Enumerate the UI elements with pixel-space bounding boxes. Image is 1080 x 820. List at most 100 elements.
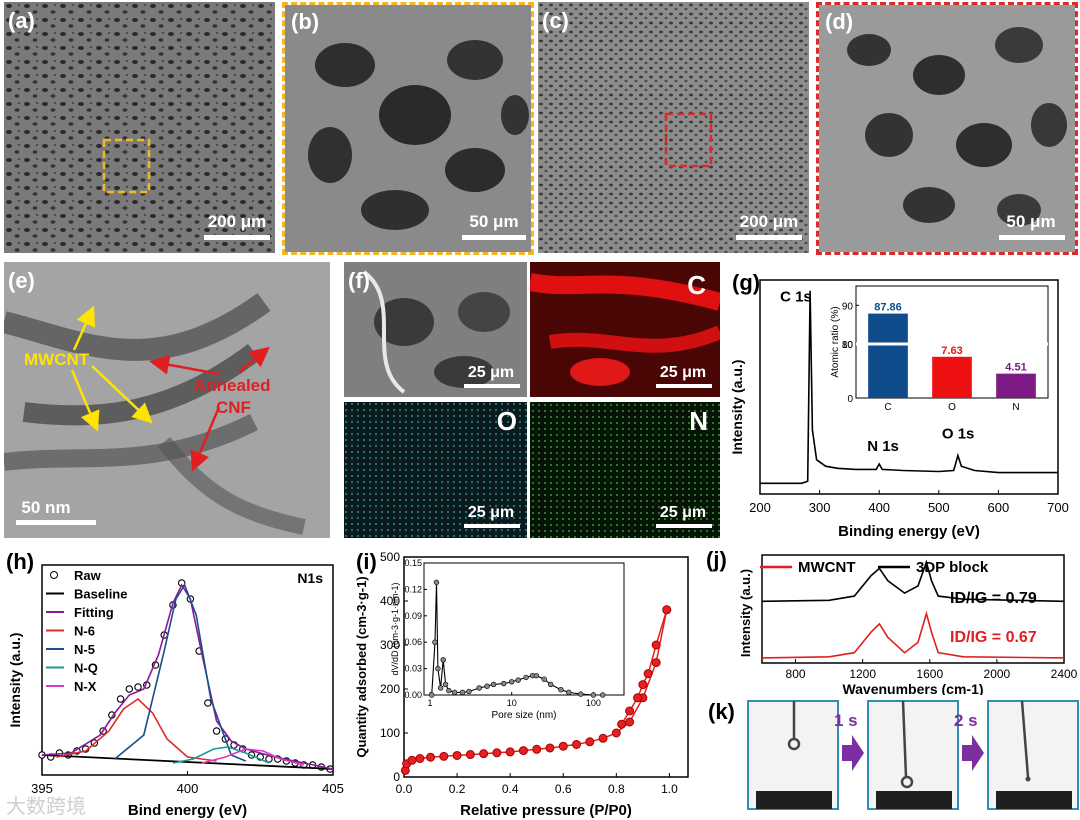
g-inset-category: O: [948, 402, 956, 413]
panel-d-label: (d): [825, 9, 854, 34]
panel-a-label: (a): [8, 8, 35, 33]
h-series-n-q: [172, 746, 270, 764]
h-legend-label: Raw: [74, 568, 102, 583]
watermark: 大数跨境: [6, 794, 86, 818]
i-point: [518, 746, 528, 756]
panel-a-image: [4, 2, 275, 253]
h-series-n-6: [56, 697, 217, 762]
i-inset-point: [533, 672, 539, 679]
panel-c-label: (c): [542, 8, 569, 33]
f-map-o-scale-text: 25 μm: [467, 504, 515, 521]
i-ytick-label: 100: [380, 726, 400, 740]
g-inset-ytick-label: 90: [842, 301, 854, 312]
i-point: [415, 754, 425, 764]
i-inset-point: [566, 689, 572, 696]
h-legend-label: Fitting: [74, 605, 114, 620]
panel-c-scalebar: [736, 235, 802, 240]
f-map-o: O 25 μm: [344, 402, 527, 538]
panel-e-scalebar: [16, 520, 96, 525]
i-inset-point: [476, 685, 482, 691]
g-xtick-label: 700: [1047, 500, 1069, 515]
i-inset-point: [459, 689, 466, 696]
panel-g-label: (g): [732, 270, 761, 295]
i-xlabel: Relative pressure (P/P0): [460, 802, 632, 819]
h-raw-point: [125, 685, 134, 693]
panel-i: (i) 0.0 0.2 0.4 0.6 0.8 1.0 0 100 200 300 400 500 Re…: [346, 545, 700, 820]
panel-i-label: (i): [356, 549, 377, 574]
h-legend-label: N-6: [74, 624, 95, 639]
h-title: N1s: [297, 570, 323, 586]
h-xtick-label: 400: [177, 781, 199, 796]
i-inset-point: [440, 657, 446, 663]
i-point: [558, 741, 568, 751]
panel-e-label: (e): [8, 268, 35, 293]
f-sem: (f) 25 μm: [344, 262, 527, 397]
j-annotation-mwcnt: ID/IG = 0.67: [950, 629, 1037, 646]
panel-k-image: [747, 700, 1079, 810]
i-ytick-label: 500: [380, 550, 400, 564]
panel-d-image: [819, 5, 1075, 252]
g-inset-ylabel: Atomic ratio (%): [830, 306, 841, 377]
i-ytick-label: 0: [393, 770, 400, 784]
chart-i: 0.0 0.2 0.4 0.6 0.8 1.0 0 100 200 300 400 500 Relati…: [354, 550, 689, 819]
i-point: [505, 747, 515, 757]
panel-e-image: [4, 262, 330, 538]
h-legend-label: N-Q: [74, 661, 98, 676]
i-inset-point: [590, 692, 597, 698]
panel-c-image: [538, 2, 809, 253]
i-inset-point: [509, 679, 515, 685]
chart-j: 800 1200 1600 2000 2400 Wavenumbers (cm-1) Int…: [738, 554, 1078, 695]
f-map-o-label: O: [496, 406, 517, 436]
i-point: [545, 743, 555, 753]
i-point: [426, 752, 436, 762]
j-xtick-label: 2000: [984, 667, 1011, 681]
i-inset-point: [466, 688, 472, 695]
i-point: [625, 706, 635, 716]
i-inset-ytick-label: 0.06: [404, 637, 422, 647]
panel-d-scalebar: [999, 235, 1065, 240]
i-inset-point: [433, 579, 440, 586]
i-point: [479, 749, 489, 759]
annealed-annotation: Annealed: [194, 376, 271, 395]
g-xlabel: Binding energy (eV): [838, 523, 980, 540]
j-ylabel: Intensity (a.u.): [738, 569, 753, 657]
i-point: [439, 751, 449, 761]
i-ytick-label: 200: [380, 682, 400, 696]
g-peak-label: C 1s: [780, 288, 812, 305]
i-inset-point: [541, 676, 547, 682]
f-map-c-scalebar: [656, 384, 712, 388]
i-point: [611, 728, 621, 738]
panel-e: (e) MWCNT Annealed CNF 50 nm: [4, 262, 330, 538]
h-ylabel: Intensity (a.u.): [7, 633, 23, 728]
j-xtick-label: 800: [786, 667, 806, 681]
g-inset-bar: [868, 313, 908, 398]
h-raw-point: [134, 683, 142, 691]
g-xtick-label: 200: [749, 500, 771, 515]
f-map-n-label: N: [689, 406, 708, 436]
f-map-n-image: [530, 402, 720, 538]
j-annotation-3dp: ID/IG = 0.79: [950, 590, 1037, 607]
j-series-3dp-block: [761, 559, 1065, 603]
h-legend-label: N-X: [74, 679, 97, 694]
h-series-baseline: [41, 754, 334, 770]
i-point: [633, 693, 643, 703]
i-inset-xlabel: Pore size (nm): [491, 710, 556, 721]
i-point: [407, 755, 417, 765]
g-inset-bar-value: 7.63: [941, 345, 962, 357]
g-inset-ytick-label: 0: [847, 394, 853, 405]
f-map-c-label: C: [687, 270, 706, 300]
panel-b-label: (b): [291, 9, 320, 34]
panel-b-scalebar: [462, 235, 526, 240]
i-inset-ylabel: dV/dD (cm-3·g-1·nm-1): [390, 582, 400, 675]
g-inset-bar-value: 87.86: [874, 302, 902, 314]
panel-k: (k) 1 s 2 s: [700, 695, 1080, 820]
panel-f: (f) 25 μm C 25 μm O 25 μm N 25 μm: [344, 262, 720, 538]
i-xtick-label: 1.0: [661, 782, 678, 796]
i-inset-point: [490, 681, 497, 688]
panel-c: (c) 200 μm: [538, 2, 809, 253]
i-inset-point: [501, 680, 507, 687]
i-point: [598, 733, 608, 743]
i-inset-point: [437, 685, 444, 691]
panel-j: (j) 800 1200 1600 2000 2400 Wavenumbers (cm-1…: [700, 545, 1080, 696]
i-inset-point: [484, 683, 490, 689]
